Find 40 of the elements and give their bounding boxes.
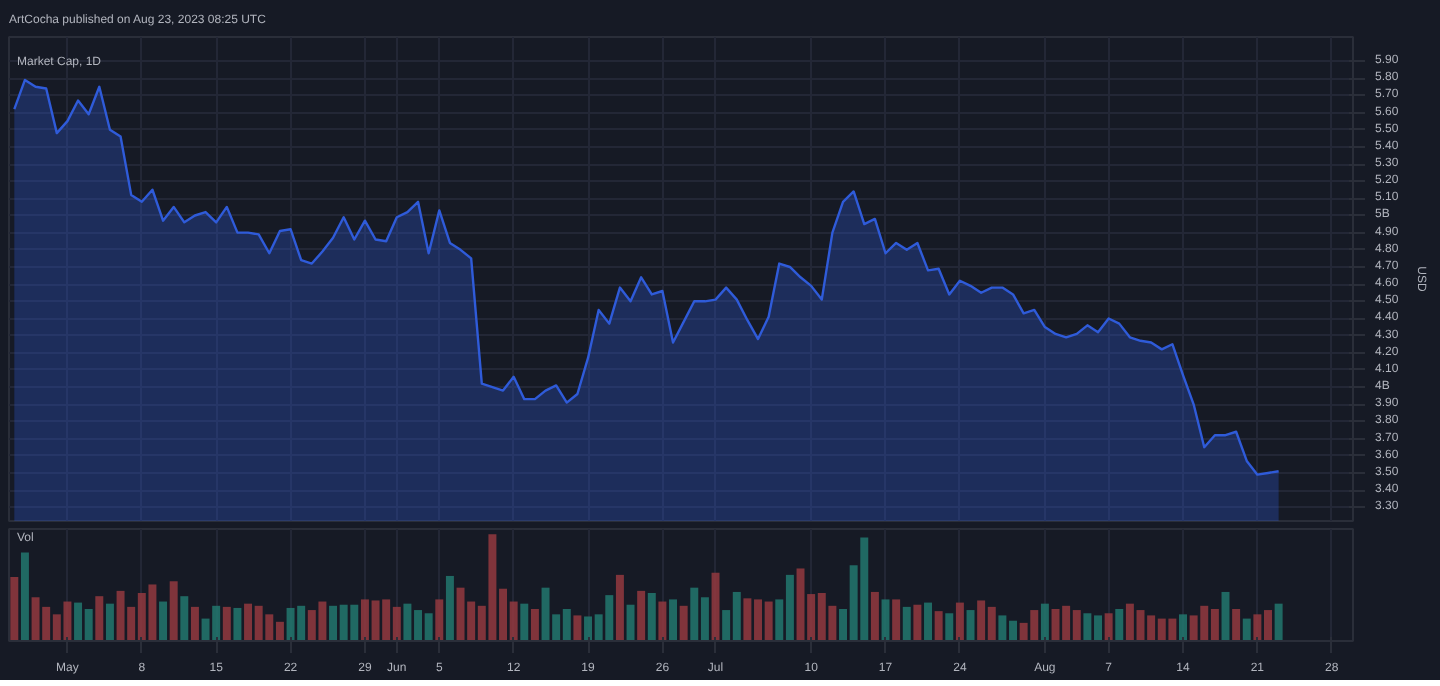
bar [95,596,104,641]
bar [945,613,954,641]
bar [435,599,444,641]
bar [711,572,720,641]
bar [1242,618,1251,641]
bar [647,593,656,641]
bar [180,596,189,641]
bar [637,590,646,641]
bar [902,606,911,641]
bar [233,607,242,641]
bar [445,575,454,641]
bar [679,605,688,641]
bar [669,599,678,641]
bar [955,602,964,641]
bar [190,606,199,641]
bar [924,602,932,641]
bar [881,599,890,641]
bar [520,603,529,641]
bar [658,601,667,641]
bar [1040,603,1049,641]
bar [626,604,635,641]
bar [222,606,231,641]
bar [573,615,582,641]
bar [169,581,178,641]
bar [913,604,922,641]
bar [1232,609,1241,641]
bar [1274,603,1283,641]
bar [870,591,879,641]
bar [892,599,901,641]
bar [966,610,975,641]
bar [10,577,19,641]
bar [1115,609,1124,641]
bar [20,552,29,641]
bar [159,601,168,641]
bar [934,611,943,641]
bar [1179,614,1187,641]
bar [105,603,114,641]
bar [615,574,624,641]
bar [1104,613,1113,641]
bar [530,609,539,641]
